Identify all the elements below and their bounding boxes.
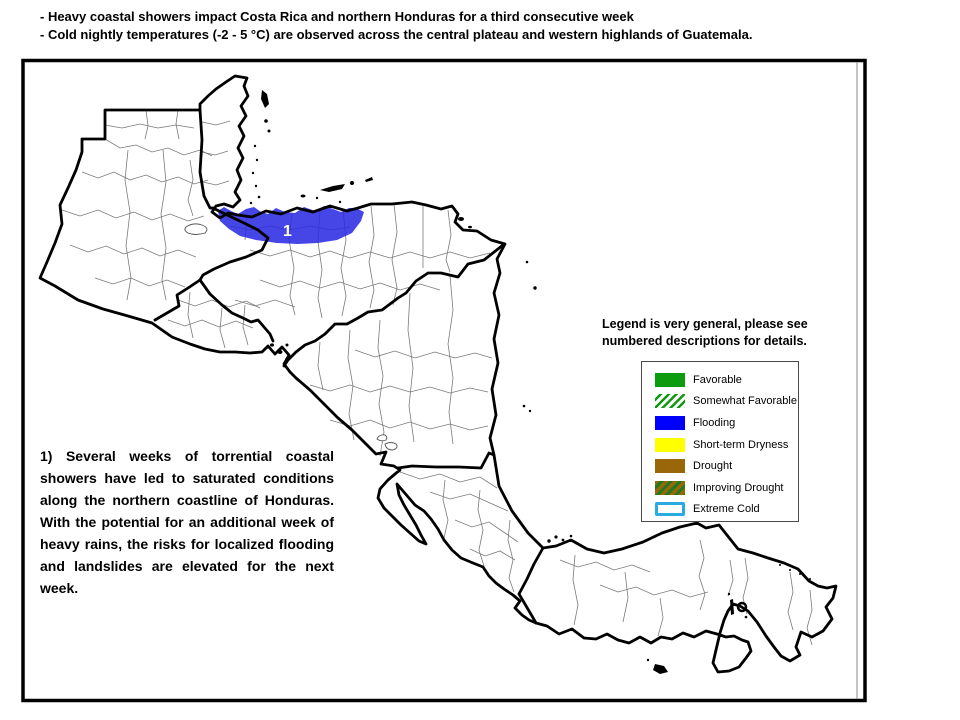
header-bullet-2: - Cold nightly temperatures (-2 - 5 °C) … <box>40 27 753 42</box>
legend-item-label: Short-term Dryness <box>693 438 789 451</box>
drought-swatch <box>655 459 685 474</box>
admin-boundaries <box>61 109 813 646</box>
legend-item-label: Improving Drought <box>693 481 784 494</box>
legend-item-short-term-dryness: Short-term Dryness <box>642 434 798 456</box>
legend-item-label: Extreme Cold <box>693 503 760 516</box>
islands <box>249 90 811 674</box>
legend: Favorable Somewhat Favorable Flooding Sh… <box>641 361 799 522</box>
extreme-cold-swatch <box>655 502 685 517</box>
flooding-swatch <box>655 415 685 430</box>
legend-item-label: Favorable <box>693 373 742 386</box>
legend-item-drought: Drought <box>642 455 798 477</box>
short-term-dryness-swatch <box>655 437 685 452</box>
improving-drought-swatch <box>655 480 685 495</box>
legend-item-flooding: Flooding <box>642 412 798 434</box>
legend-item-favorable: Favorable <box>642 369 798 391</box>
legend-item-improving-drought: Improving Drought <box>642 477 798 499</box>
lakes <box>184 223 398 451</box>
somewhat-favorable-swatch <box>655 394 685 409</box>
flood-region-number: 1 <box>283 223 292 240</box>
numbered-description-1: 1) Several weeks of torrential coastal s… <box>40 448 334 596</box>
favorable-swatch <box>655 372 685 387</box>
legend-item-label: Flooding <box>693 416 736 429</box>
header-bullets: - Heavy coastal showers impact Costa Ric… <box>40 8 920 44</box>
legend-title: Legend is very general, please see numbe… <box>602 317 808 348</box>
legend-item-label: Somewhat Favorable <box>693 395 797 408</box>
legend-item-extreme-cold: Extreme Cold <box>642 499 798 521</box>
coastline <box>38 74 838 674</box>
country-borders <box>153 108 545 625</box>
legend-item-label: Drought <box>693 460 733 473</box>
legend-item-somewhat-favorable: Somewhat Favorable <box>642 391 798 413</box>
header-bullet-1: - Heavy coastal showers impact Costa Ric… <box>40 9 634 24</box>
